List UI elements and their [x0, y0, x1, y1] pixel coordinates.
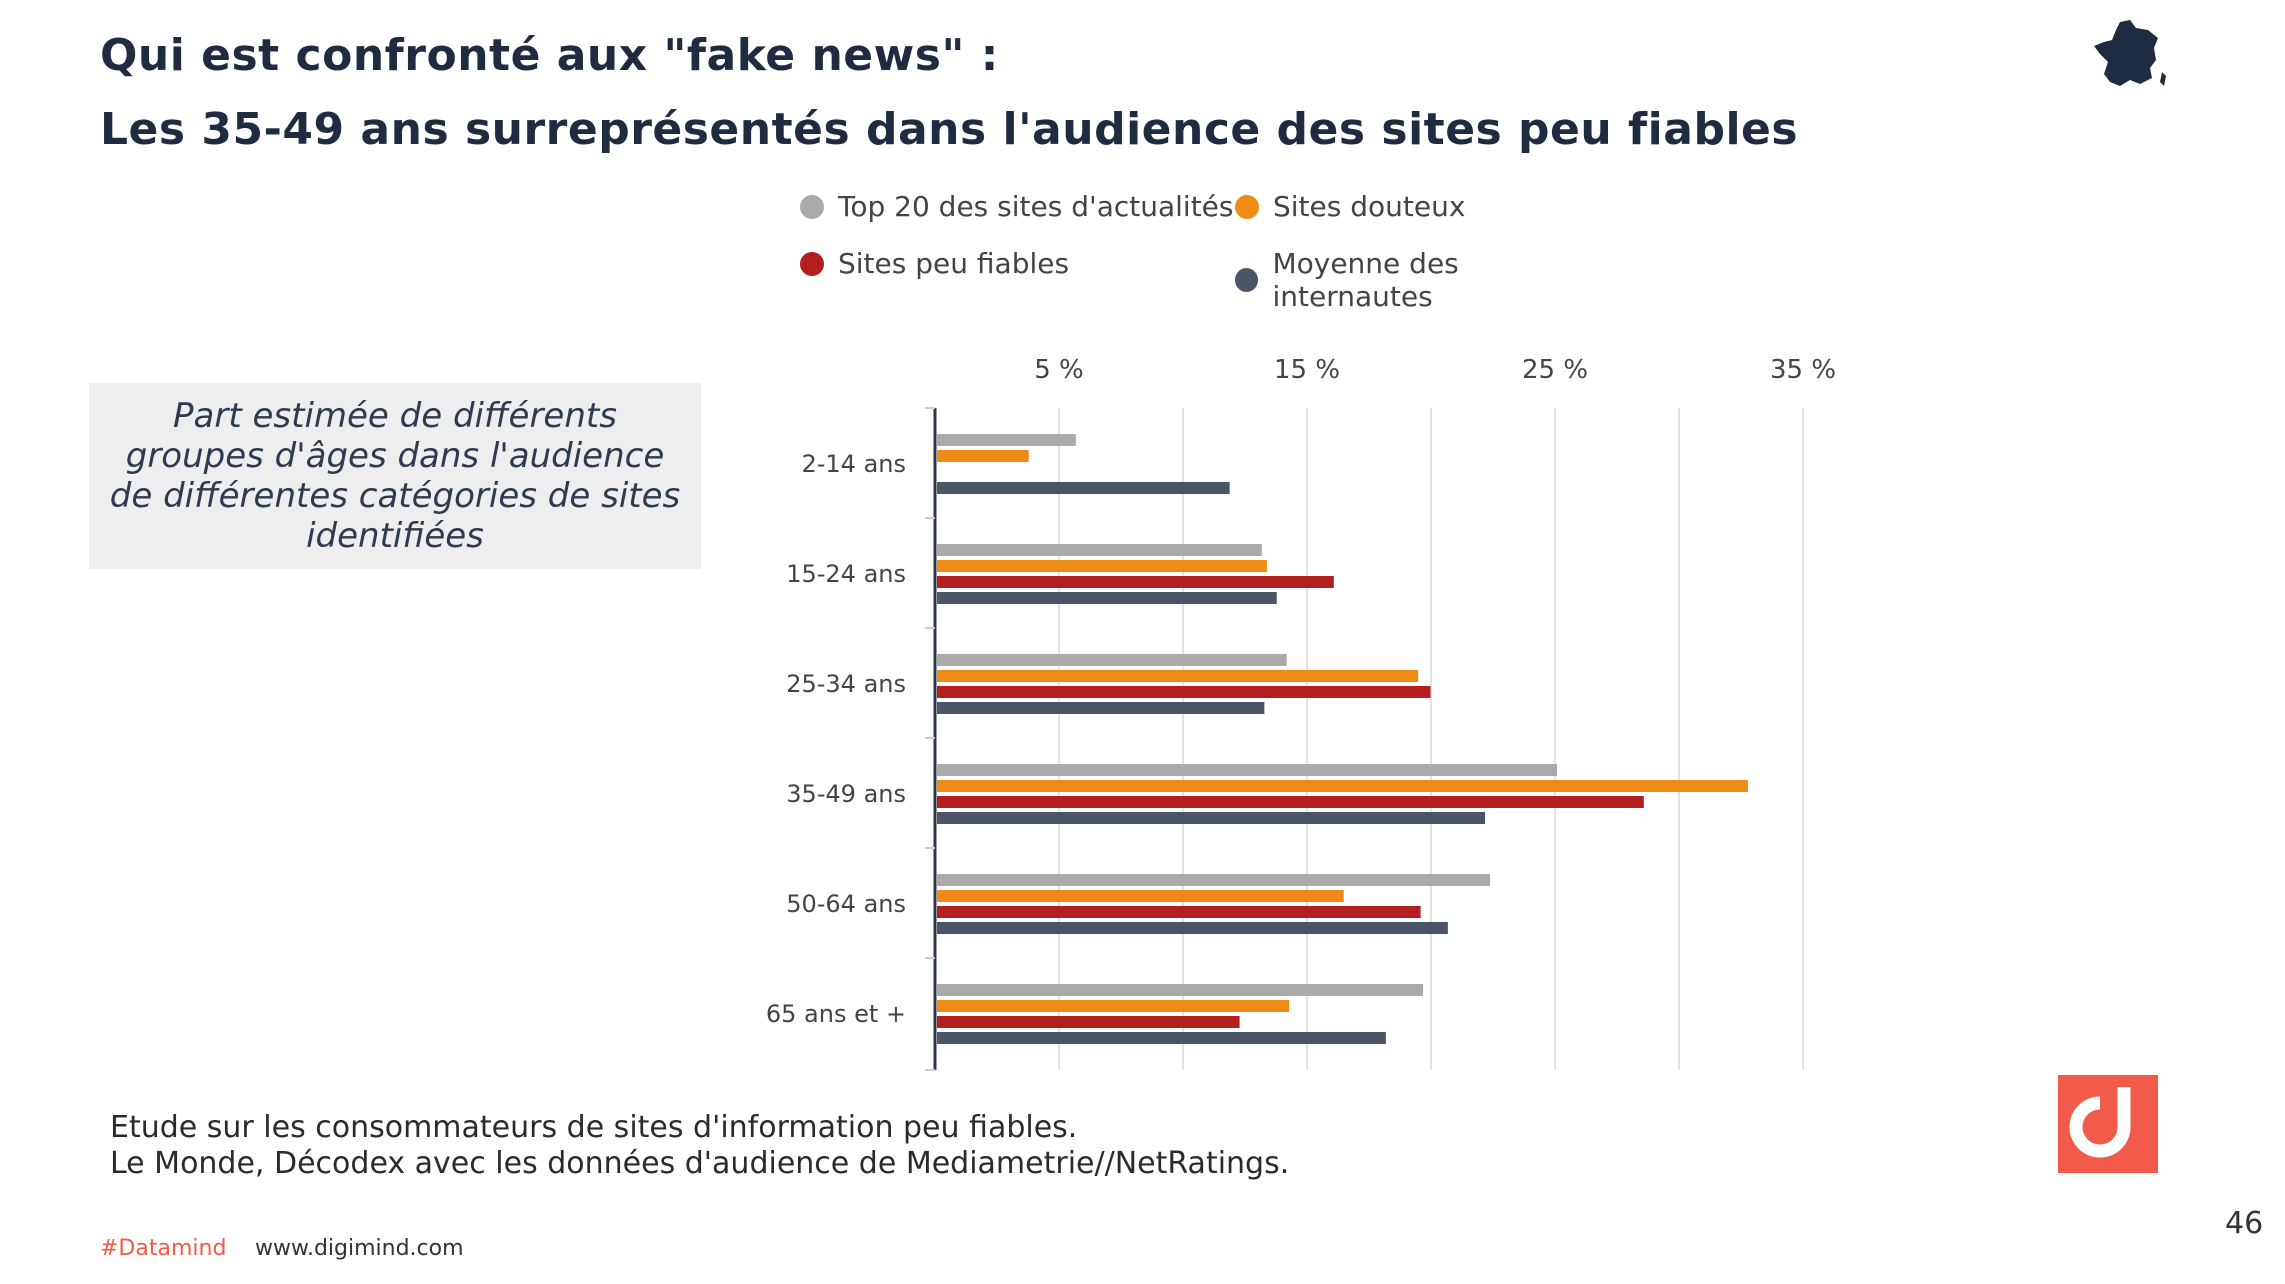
category-label: 65 ans et +	[766, 1000, 906, 1028]
bar	[937, 780, 1748, 792]
page-subtitle: Les 35-49 ans surreprésentés dans l'audi…	[100, 104, 1799, 155]
bar	[937, 1032, 1386, 1044]
bar	[937, 812, 1486, 824]
page-title: Qui est confronté aux "fake news" :	[100, 30, 999, 81]
france-map-icon	[2094, 20, 2166, 86]
source-line-1: Etude sur les consommateurs de sites d'i…	[110, 1110, 1078, 1145]
bar	[937, 434, 1076, 446]
legend-label-douteux: Sites douteux	[1273, 190, 1466, 223]
bar	[937, 560, 1267, 572]
bar	[937, 670, 1419, 682]
chart-description: Part estimée de différents groupes d'âge…	[109, 396, 681, 556]
legend-label-top20: Top 20 des sites d'actualités	[838, 190, 1234, 223]
category-label: 2-14 ans	[801, 450, 906, 478]
legend-swatch-peu-fiables	[800, 251, 824, 276]
category-label: 15-24 ans	[786, 560, 906, 588]
footer-url[interactable]: www.digimind.com	[255, 1236, 464, 1261]
bar	[937, 796, 1644, 808]
legend-item-douteux: Sites douteux	[1235, 190, 1465, 223]
source-line-2: Le Monde, Décodex avec les données d'aud…	[110, 1146, 1290, 1181]
x-tick-label: 25 %	[1522, 355, 1588, 385]
legend-item-peu-fiables: Sites peu fiables	[800, 247, 1069, 280]
x-tick-label: 15 %	[1274, 355, 1340, 385]
legend-item-top20: Top 20 des sites d'actualités	[800, 190, 1234, 223]
bar	[937, 922, 1448, 934]
bar	[937, 576, 1334, 588]
legend-swatch-moyenne	[1235, 268, 1259, 292]
bar	[937, 544, 1262, 556]
bar	[937, 450, 1029, 462]
bar	[937, 906, 1421, 918]
x-tick-label: 5 %	[1034, 355, 1084, 385]
footer-hashtag: #Datamind	[100, 1236, 227, 1261]
digimind-logo-icon	[2058, 1075, 2158, 1173]
bar	[937, 654, 1287, 666]
legend-label-moyenne: Moyenne des internautes	[1272, 247, 1459, 313]
bar	[937, 890, 1344, 902]
x-tick-label: 35 %	[1770, 355, 1836, 385]
category-label: 35-49 ans	[786, 780, 906, 808]
legend-label-peu-fiables: Sites peu fiables	[838, 247, 1070, 280]
legend-swatch-douteux	[1235, 194, 1259, 219]
bar	[937, 686, 1431, 698]
bar	[937, 702, 1265, 714]
legend-item-moyenne: Moyenne des internautes	[1235, 247, 1620, 313]
chart-description-box: Part estimée de différents groupes d'âge…	[89, 383, 701, 569]
bar	[937, 984, 1424, 996]
category-label: 25-34 ans	[786, 670, 906, 698]
bar	[937, 1016, 1240, 1028]
bar	[937, 764, 1557, 776]
bar	[937, 874, 1491, 886]
chart-legend: Top 20 des sites d'actualités Sites dout…	[800, 190, 1620, 313]
category-label: 50-64 ans	[786, 890, 906, 918]
source-note: Etude sur les consommateurs de sites d'i…	[110, 1110, 1289, 1182]
bar	[937, 1000, 1290, 1012]
bar	[937, 482, 1230, 494]
bar	[937, 592, 1277, 604]
page-number: 46	[2225, 1206, 2264, 1241]
legend-swatch-top20	[800, 194, 824, 219]
